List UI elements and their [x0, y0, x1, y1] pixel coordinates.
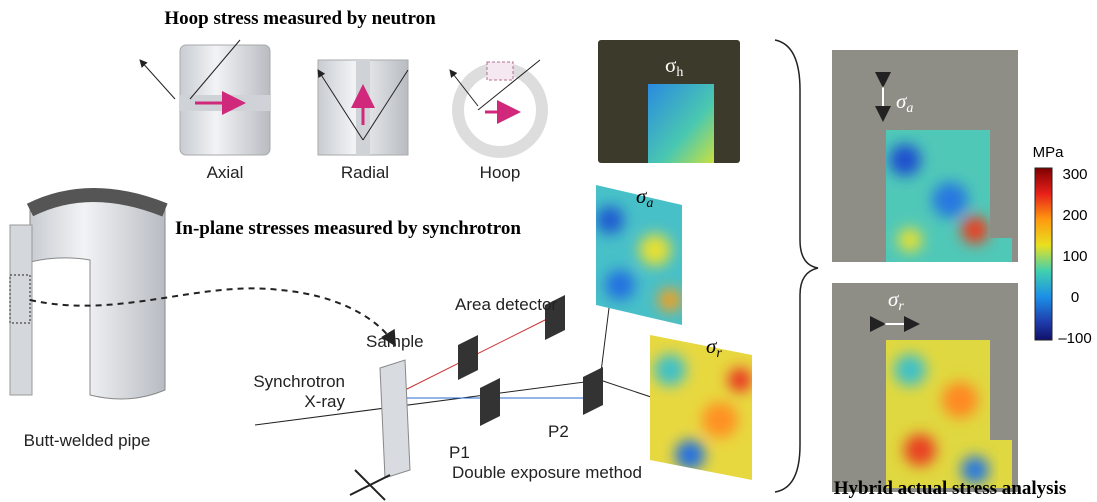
- sample-label: Sample: [366, 332, 424, 351]
- source-label: Synchrotron: [253, 372, 345, 391]
- direction-label: Radial: [341, 163, 389, 182]
- hoop-map: [648, 84, 714, 163]
- sigma-a-map: [596, 185, 682, 325]
- direction-label: Hoop: [480, 163, 521, 182]
- colorbar: [1034, 167, 1053, 341]
- setup: [254, 295, 661, 501]
- p2-label: P2: [548, 422, 569, 441]
- map-label: σr: [706, 334, 722, 361]
- hybrid-title: Hybrid actual stress analysis: [834, 478, 1066, 499]
- colorbar-tick-label: 0: [1071, 289, 1079, 306]
- pipe: [9, 188, 397, 400]
- radial-icon: [317, 59, 409, 156]
- pipe-label: Butt-welded pipe: [24, 431, 151, 450]
- hoop-icon: [449, 59, 548, 158]
- map-label: σr: [888, 287, 904, 314]
- bracket: [774, 39, 819, 493]
- colorbar-tick-label: 300: [1062, 166, 1087, 183]
- sigma-r-map: [650, 335, 752, 480]
- map-label: σa: [896, 89, 913, 116]
- method-label: Double exposure method: [452, 463, 642, 482]
- axial-icon: [139, 39, 271, 156]
- p1-label: P1: [449, 443, 470, 462]
- colorbar-unit: MPa: [1033, 144, 1065, 161]
- colorbar-tick-label: 200: [1062, 207, 1087, 224]
- direction-label: Axial: [207, 163, 244, 182]
- synchrotron-title: In-plane stresses measured by synchrotro…: [175, 218, 521, 239]
- map-label: σh: [665, 53, 683, 80]
- source-label: X-ray: [304, 392, 345, 411]
- neutron-title: Hoop stress measured by neutron: [164, 8, 436, 29]
- map-label: σa: [636, 184, 653, 211]
- colorbar-tick-label: 100: [1062, 248, 1087, 265]
- detector-label: Area detector: [455, 295, 557, 314]
- colorbar-tick-label: –100: [1058, 330, 1091, 347]
